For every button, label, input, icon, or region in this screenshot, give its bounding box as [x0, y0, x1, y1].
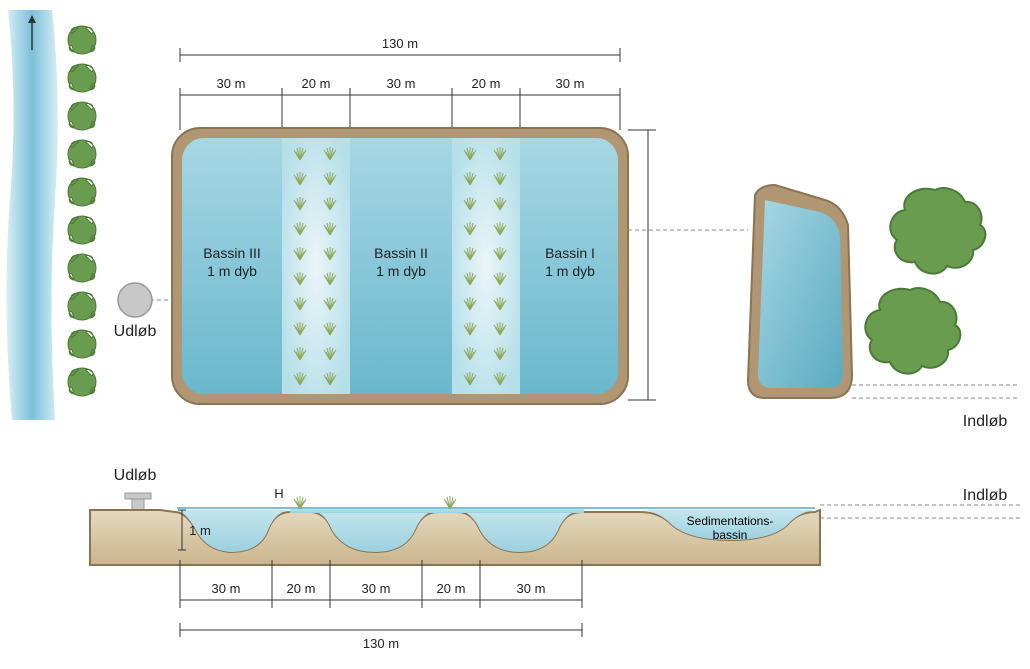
svg-text:30 m: 30 m: [387, 76, 416, 91]
svg-text:20 m: 20 m: [437, 581, 466, 596]
svg-text:30 m: 30 m: [217, 76, 246, 91]
svg-text:30 m: 30 m: [212, 581, 241, 596]
inlet-plan: Indløb: [852, 385, 1020, 430]
svg-text:H: H: [274, 486, 283, 501]
inlet-label-plan: Indløb: [963, 413, 1008, 430]
svg-text:1 m: 1 m: [189, 523, 211, 538]
svg-text:30 m: 30 m: [517, 581, 546, 596]
sed-section-l2: bassin: [713, 528, 748, 542]
basin3-name: Bassin III: [203, 245, 261, 261]
inlet-label-section: Indløb: [963, 487, 1008, 504]
svg-text:130 m: 130 m: [363, 636, 399, 651]
trees-right: [865, 188, 985, 373]
basin1-name: Bassin I: [545, 245, 595, 261]
river: Revs Å Mod Norsminde Fjord: [0, 0, 58, 420]
svg-text:20 m: 20 m: [287, 581, 316, 596]
basin1-depth: 1 m dyb: [545, 263, 595, 279]
sed-section-l1: Sedimentations-: [687, 514, 774, 528]
basin2-name: Bassin II: [374, 245, 428, 261]
basin2-depth: 1 m dyb: [376, 263, 426, 279]
outlet-label-section: Udløb: [114, 467, 157, 484]
svg-text:20 m: 20 m: [302, 76, 331, 91]
section-dimensions: 30 m 20 m 30 m 20 m 30 m 130 m: [180, 560, 582, 651]
riverside-bushes: [68, 26, 96, 396]
outlet-pipe-icon: [125, 493, 151, 511]
outlet-label: Udløb: [114, 323, 157, 340]
svg-text:130 m: 130 m: [382, 36, 418, 51]
svg-text:30 m: 30 m: [362, 581, 391, 596]
svg-text:20 m: 20 m: [472, 76, 501, 91]
diagram-canvas: Revs Å Mod Norsminde Fjord 130 m 30 m: [0, 0, 1030, 669]
svg-text:30 m: 30 m: [556, 76, 585, 91]
basin3-depth: 1 m dyb: [207, 263, 257, 279]
plan-dimensions-top: 130 m 30 m 20 m 30 m 20 m 30 m: [180, 36, 620, 130]
outlet-plan: Udløb: [114, 283, 175, 340]
